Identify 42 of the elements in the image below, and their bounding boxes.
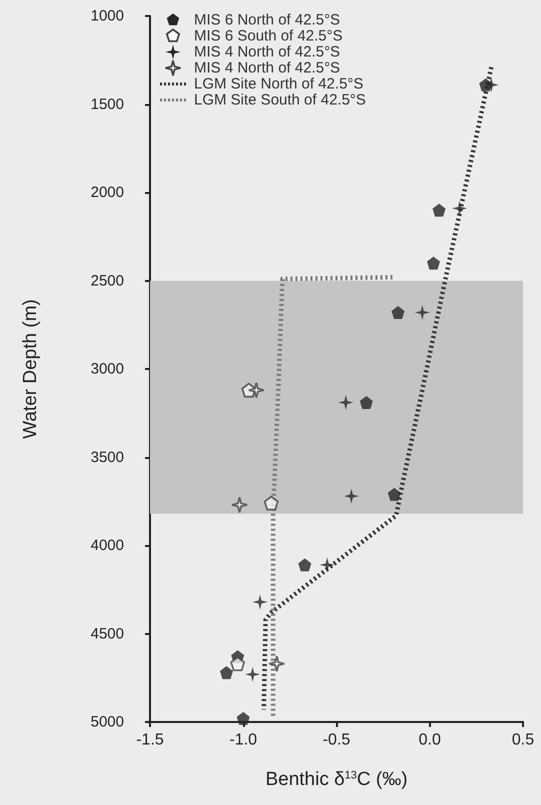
y-tick-label: 4000 [90, 537, 124, 554]
point [432, 204, 446, 217]
y-tick-label: 2000 [90, 184, 124, 201]
x-tick-label: 0.0 [418, 732, 441, 748]
y-axis-title: Water Depth (m) [20, 299, 41, 439]
x-tick-label: -0.5 [322, 732, 350, 748]
y-tick-label: 1000 [90, 8, 124, 24]
point [392, 306, 405, 320]
legend-label: MIS 4 North of 42.5°S [194, 60, 340, 76]
point [344, 488, 359, 504]
point [230, 656, 246, 672]
point [414, 305, 430, 320]
legend-label: MIS 6 North of 42.5°S [194, 12, 340, 28]
point [452, 200, 468, 216]
point [264, 496, 279, 511]
point [484, 77, 499, 92]
point [268, 655, 286, 672]
point [298, 558, 312, 572]
point [338, 395, 354, 410]
x-tick-label: -1.5 [136, 732, 164, 748]
legend-label: LGM Site North of 42.5°S [194, 76, 364, 92]
point [245, 666, 260, 682]
point [252, 594, 268, 610]
legend-label: MIS 4 North of 42.5°S [194, 44, 340, 60]
point [426, 256, 440, 270]
y-tick-label: 1500 [90, 96, 124, 113]
x-tick-label: 0.5 [512, 732, 534, 748]
point [236, 712, 250, 725]
legend-label: MIS 6 South of 42.5°S [194, 28, 343, 44]
x-tick-label: -1.0 [229, 732, 258, 748]
legend-label: LGM Site South of 42.5°S [194, 92, 366, 108]
point [248, 382, 265, 399]
point [388, 488, 401, 501]
point [320, 557, 335, 572]
point [360, 396, 373, 410]
y-tick-label: 4500 [90, 625, 124, 642]
y-tick-label: 3500 [90, 448, 124, 466]
point [231, 496, 248, 514]
point [220, 666, 233, 680]
y-tick-label: 2500 [90, 272, 124, 290]
y-tick-label: 3000 [90, 360, 124, 378]
y-tick-label: 5000 [90, 714, 124, 730]
